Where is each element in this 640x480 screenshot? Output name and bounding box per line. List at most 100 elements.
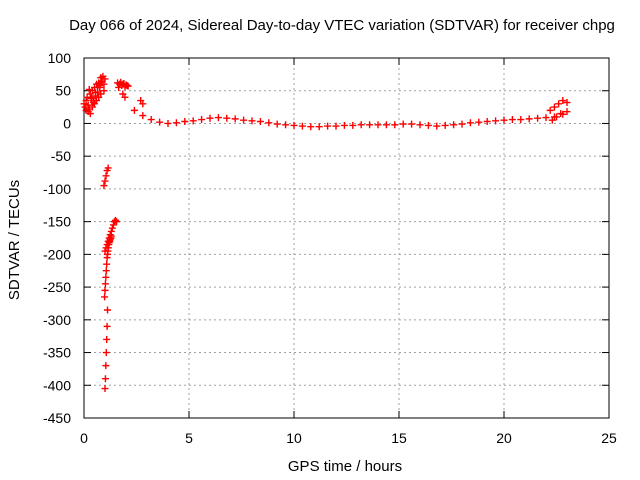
data-point bbox=[441, 121, 449, 129]
plot-frame bbox=[83, 57, 610, 419]
y-tick-label: -400 bbox=[43, 377, 71, 393]
data-point bbox=[391, 121, 399, 129]
data-point bbox=[121, 93, 129, 101]
data-point bbox=[98, 78, 106, 86]
data-point bbox=[534, 114, 542, 122]
data-point bbox=[366, 121, 374, 129]
y-tick-label: -300 bbox=[43, 312, 71, 328]
x-axis-tick-labels: 0 5 10 15 20 25 bbox=[80, 430, 617, 446]
data-point bbox=[89, 97, 97, 105]
y-tick-label: 100 bbox=[48, 50, 72, 66]
data-point bbox=[273, 120, 281, 128]
data-point bbox=[100, 87, 108, 95]
data-point bbox=[550, 103, 558, 111]
data-point bbox=[408, 120, 416, 128]
y-axis-label: SDTVAR / TECUs bbox=[6, 180, 23, 300]
data-point bbox=[97, 90, 105, 98]
data-point bbox=[101, 75, 109, 83]
data-point bbox=[104, 306, 112, 314]
data-point bbox=[307, 123, 315, 131]
data-point bbox=[223, 114, 231, 122]
data-point bbox=[104, 164, 112, 172]
data-point bbox=[92, 89, 100, 97]
data-point bbox=[102, 273, 110, 281]
data-point bbox=[101, 375, 109, 383]
chart-title: Day 066 of 2024, Sidereal Day-to-day VTE… bbox=[69, 17, 615, 34]
data-point bbox=[231, 115, 239, 123]
data-point bbox=[483, 117, 491, 125]
data-point bbox=[147, 116, 155, 124]
data-point bbox=[164, 119, 172, 127]
data-point bbox=[115, 83, 123, 91]
data-point bbox=[282, 121, 290, 129]
data-point bbox=[349, 121, 357, 129]
data-point bbox=[374, 121, 382, 129]
data-point bbox=[102, 362, 110, 370]
data-point bbox=[109, 221, 117, 229]
y-axis-tick-labels: 100 50 0 -50 -100 -150 -200 -250 -300 -350 -400 -45… bbox=[43, 50, 71, 426]
data-point bbox=[240, 116, 248, 124]
data-point bbox=[84, 101, 92, 109]
data-point bbox=[172, 119, 180, 127]
y-tick-label: -450 bbox=[43, 410, 71, 426]
data-point bbox=[139, 112, 147, 120]
data-point bbox=[103, 322, 111, 330]
series-late-rise bbox=[546, 97, 571, 124]
data-point bbox=[416, 121, 424, 129]
data-point bbox=[357, 121, 365, 129]
data-point bbox=[517, 116, 525, 124]
y-tick-label: 50 bbox=[55, 83, 71, 99]
data-point bbox=[555, 100, 563, 108]
data-point bbox=[475, 118, 483, 126]
y-tick-label: -50 bbox=[51, 148, 71, 164]
x-tick-label: 0 bbox=[80, 430, 88, 446]
data-point bbox=[86, 110, 94, 118]
data-point bbox=[107, 232, 115, 240]
data-point bbox=[101, 280, 109, 288]
data-point bbox=[101, 177, 109, 185]
x-tick-label: 25 bbox=[601, 430, 617, 446]
data-point bbox=[557, 110, 565, 118]
data-point bbox=[500, 116, 508, 124]
data-point bbox=[548, 116, 556, 124]
y-tick-label: -150 bbox=[43, 214, 71, 230]
data-point bbox=[181, 117, 189, 125]
y-tick-label: -250 bbox=[43, 279, 71, 295]
data-point bbox=[324, 122, 332, 130]
data-points bbox=[80, 72, 571, 393]
data-point bbox=[525, 115, 533, 123]
data-point bbox=[340, 121, 348, 129]
data-point bbox=[290, 121, 298, 129]
data-point bbox=[102, 267, 110, 275]
data-point bbox=[206, 114, 214, 122]
data-point bbox=[85, 85, 93, 93]
data-point bbox=[265, 119, 273, 127]
data-point bbox=[563, 108, 571, 116]
x-tick-label: 10 bbox=[286, 430, 302, 446]
series-early-positive bbox=[114, 78, 147, 108]
data-point bbox=[130, 106, 138, 114]
data-point bbox=[108, 224, 116, 232]
data-point bbox=[112, 216, 119, 224]
data-point bbox=[559, 97, 567, 105]
data-point bbox=[563, 99, 571, 107]
data-point bbox=[103, 260, 111, 268]
data-point bbox=[113, 218, 121, 226]
data-point bbox=[450, 121, 458, 129]
data-point bbox=[102, 349, 110, 357]
data-point bbox=[123, 81, 131, 89]
data-point bbox=[298, 122, 306, 130]
data-point bbox=[542, 114, 550, 122]
data-point bbox=[553, 113, 560, 121]
series-drop-band bbox=[100, 164, 121, 393]
data-point bbox=[508, 116, 516, 124]
x-axis-label: GPS time / hours bbox=[288, 458, 402, 475]
data-point bbox=[382, 121, 390, 129]
data-point bbox=[189, 117, 197, 125]
x-tick-label: 15 bbox=[391, 430, 407, 446]
data-point bbox=[546, 106, 554, 114]
data-point bbox=[103, 335, 111, 343]
data-point bbox=[198, 116, 206, 124]
y-tick-label: -350 bbox=[43, 345, 71, 361]
